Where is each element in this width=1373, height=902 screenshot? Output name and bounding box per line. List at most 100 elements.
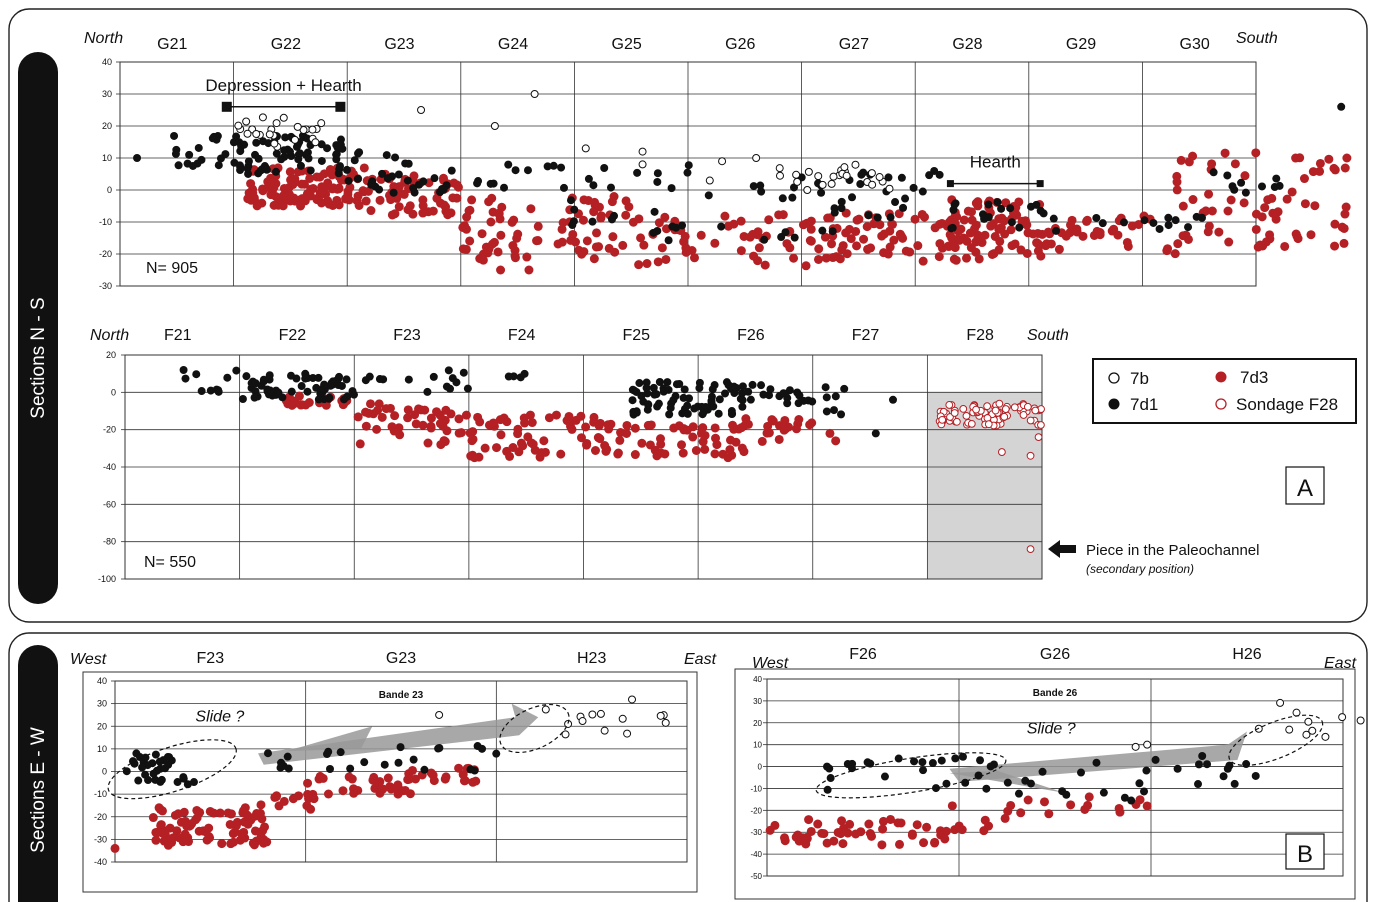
slide-ellipse-right xyxy=(499,703,570,754)
point-7d3 xyxy=(386,195,396,205)
point-7d1 xyxy=(1142,766,1151,775)
point-7d3 xyxy=(462,212,472,222)
point-7d3 xyxy=(1271,214,1281,224)
point-7d1 xyxy=(232,366,241,375)
slide-annotation: Slide ? xyxy=(1027,721,1076,738)
chart-frame xyxy=(734,668,1356,900)
point-7d3 xyxy=(959,215,969,225)
point-7d1 xyxy=(342,375,351,384)
point-7d1 xyxy=(783,399,792,408)
bracket-end xyxy=(1036,180,1044,188)
point-sondage xyxy=(1026,545,1035,554)
point-7d1 xyxy=(649,383,658,392)
bracket-end xyxy=(335,101,346,112)
point-7d1 xyxy=(1120,218,1129,227)
point-7d1 xyxy=(557,163,566,172)
point-7d1 xyxy=(822,393,831,402)
point-7d1 xyxy=(132,749,141,758)
side-label-ns: Sections N - S xyxy=(28,297,49,418)
point-7d3 xyxy=(813,254,823,264)
point-7d3 xyxy=(1260,203,1270,213)
point-7d3 xyxy=(630,450,640,460)
point-7d1 xyxy=(297,382,306,391)
point-7b xyxy=(578,717,587,726)
point-7d1 xyxy=(629,407,638,416)
point-7d3 xyxy=(355,439,365,449)
point-7d3 xyxy=(678,448,688,458)
point-7d3 xyxy=(156,820,166,830)
point-7d3 xyxy=(468,777,478,787)
point-7d1 xyxy=(888,395,897,404)
point-7d1 xyxy=(600,164,609,173)
point-7d3 xyxy=(1172,185,1182,195)
point-7d1 xyxy=(1049,214,1058,223)
point-7d1 xyxy=(642,383,651,392)
point-7d1 xyxy=(817,188,826,197)
point-sondage xyxy=(997,448,1006,456)
point-7d1 xyxy=(324,394,333,403)
point-7d3 xyxy=(556,449,566,459)
point-7d3 xyxy=(592,228,602,238)
point-7d3 xyxy=(889,235,899,245)
point-7d1 xyxy=(822,407,831,416)
point-7d1 xyxy=(295,149,304,158)
point-7d1 xyxy=(931,784,940,793)
side-bar-ew xyxy=(18,645,58,902)
point-7d1 xyxy=(1038,767,1047,776)
point-7d3 xyxy=(613,449,623,459)
point-7d1 xyxy=(818,226,827,235)
point-7d3 xyxy=(757,436,767,446)
point-7d1 xyxy=(336,748,345,757)
point-sondage xyxy=(1001,405,1010,413)
point-7d1 xyxy=(304,154,313,163)
point-7d1 xyxy=(1171,216,1180,225)
point-7d3 xyxy=(354,200,364,210)
point-7d1 xyxy=(361,376,370,385)
point-7d3 xyxy=(1300,199,1310,209)
category-label: F26 xyxy=(849,646,877,663)
point-7d3 xyxy=(516,438,526,448)
point-7d3 xyxy=(296,201,306,211)
point-7d3 xyxy=(1330,219,1340,229)
point-7d3 xyxy=(274,801,284,811)
point-7d1 xyxy=(707,392,716,401)
panel-label-a: A xyxy=(1297,475,1313,502)
point-7d1 xyxy=(192,370,201,379)
point-7d1 xyxy=(1203,760,1212,769)
point-7d1 xyxy=(909,183,918,192)
point-sondage xyxy=(945,401,954,409)
point-7d3 xyxy=(247,813,257,823)
point-7d3 xyxy=(1006,225,1016,235)
point-7d3 xyxy=(551,410,561,420)
point-7d1 xyxy=(840,384,849,393)
point-7d3 xyxy=(525,410,535,420)
point-7d3 xyxy=(461,410,471,420)
point-7d3 xyxy=(601,446,611,456)
point-7d3 xyxy=(468,450,478,460)
point-7b xyxy=(270,139,279,148)
point-7d3 xyxy=(530,445,540,455)
point-7d3 xyxy=(1339,238,1349,248)
point-7b xyxy=(840,163,849,172)
point-7d3 xyxy=(879,229,889,239)
point-7d3 xyxy=(974,254,984,264)
point-7d3 xyxy=(935,826,945,836)
point-7d3 xyxy=(151,835,161,845)
point-7d1 xyxy=(653,177,662,186)
point-sondage xyxy=(984,420,993,429)
point-7d1 xyxy=(430,174,439,183)
point-7d3 xyxy=(266,173,276,183)
point-7d1 xyxy=(301,374,310,383)
legend-marker-7b xyxy=(1108,372,1120,384)
point-7d3 xyxy=(1224,237,1234,247)
bracket-label: Depression + Hearth xyxy=(205,76,361,95)
point-7d3 xyxy=(681,243,691,253)
point-7d1 xyxy=(759,390,768,399)
point-7d1 xyxy=(323,144,332,153)
point-7b xyxy=(308,125,317,134)
point-7d3 xyxy=(851,226,861,236)
point-7d3 xyxy=(579,247,589,257)
point-7d3 xyxy=(1257,212,1267,222)
point-7d3 xyxy=(383,773,393,783)
point-7d3 xyxy=(435,419,445,429)
